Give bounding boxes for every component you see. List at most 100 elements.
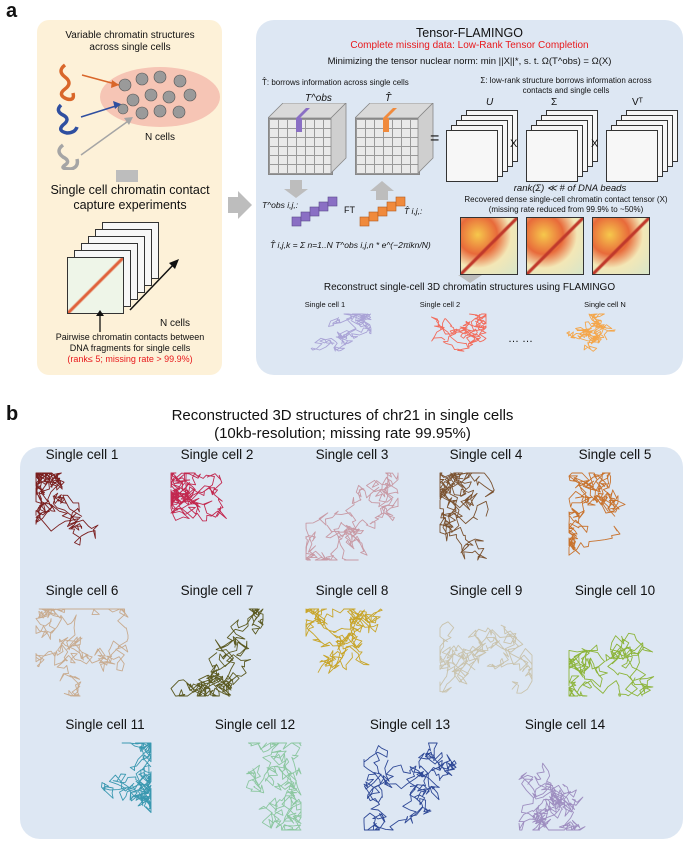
sigma-borrow-line1: Σ: low-rank structure borrows informatio… xyxy=(480,76,652,85)
single-cell-label-7: Single cell 7 xyxy=(180,583,254,598)
up-arrow-shaft xyxy=(376,191,388,200)
panel-connector-shaft xyxy=(228,197,238,213)
single-cell-label-9: Single cell 9 xyxy=(449,583,523,598)
t-hat-fiber xyxy=(383,118,389,132)
sigma-label: Σ xyxy=(551,97,558,108)
rank-condition: rank(Σ) ≪ # of DNA beads xyxy=(513,183,627,194)
single-cell-structure-13 xyxy=(363,742,457,831)
single-cell-label-2: Single cell 2 xyxy=(180,447,254,462)
chromatin-structures-illustration xyxy=(56,63,220,170)
chromatin-trace xyxy=(101,742,152,814)
single-cell-label-6: Single cell 6 xyxy=(45,583,119,598)
chromatin-orange xyxy=(59,63,76,102)
variable-title-line2: across single cells xyxy=(89,42,171,53)
single-cell-label-13: Single cell 13 xyxy=(369,717,451,732)
down-arrow-head xyxy=(284,189,308,198)
sigma-borrow-line2: contacts and single cells xyxy=(522,86,610,95)
experiment-line1: Single cell chromatin contact xyxy=(50,183,210,197)
recovered-map-3 xyxy=(592,217,650,275)
single-cell-structure-5 xyxy=(568,472,626,556)
recon-label-2: Single cell 2 xyxy=(419,300,461,309)
panel-b-title-line1: Reconstructed 3D structures of chr21 in … xyxy=(171,407,514,424)
fourier-formula: T̂ i,j,k = Σ n=1..N T^obs i,j,n * e^(−2π… xyxy=(270,240,431,250)
recon-structure-1 xyxy=(310,313,372,352)
single-cell-label-4: Single cell 4 xyxy=(449,447,523,462)
t-obs-cube-top xyxy=(268,103,347,174)
chromatin-trace xyxy=(439,472,495,561)
tensor-subtitle: Complete missing data: Low-Rank Tensor C… xyxy=(350,40,589,51)
chromatin-trace xyxy=(35,608,129,697)
stack-n-cells-label: N cells xyxy=(160,318,191,329)
reconstruct-arrow xyxy=(458,275,482,283)
times-2: X xyxy=(591,138,599,150)
single-cell-label-14: Single cell 14 xyxy=(524,717,606,732)
chromatin-trace xyxy=(439,621,533,694)
reconstruct-title: Reconstruct single-cell 3D chromatin str… xyxy=(323,282,616,293)
single-cell-label-1: Single cell 1 xyxy=(45,447,119,462)
t-obs-fiber xyxy=(296,118,302,132)
chromatin-trace xyxy=(566,313,616,352)
single-cell-structure-11 xyxy=(101,742,152,814)
single-cell-structure-9 xyxy=(439,621,533,694)
contact-map-stack xyxy=(62,222,192,332)
recon-label-n: Single cell N xyxy=(584,300,626,309)
recovered-line2: (missing rate reduced from 99.9% to ~50%… xyxy=(488,205,644,214)
minimize-equation: Minimizing the tensor nuclear norm: min … xyxy=(327,56,612,67)
sigma-matrix-stack xyxy=(526,110,601,182)
variable-title-line1: Variable chromatin structures xyxy=(65,30,195,41)
chromatin-trace xyxy=(430,313,487,352)
pairwise-line1: Pairwise chromatin contacts between xyxy=(55,332,205,342)
chromatin-trace xyxy=(518,762,586,831)
tensor-flamingo-panel xyxy=(256,20,683,375)
recon-structure-2 xyxy=(430,313,487,352)
vt-label: Vᵀ xyxy=(632,97,643,108)
arrow-gray xyxy=(80,118,132,156)
chromatin-trace xyxy=(305,472,399,561)
cell-nuclei xyxy=(117,70,197,120)
single-cell-label-8: Single cell 8 xyxy=(315,583,389,598)
t-obs-fiber-cubes xyxy=(291,196,338,227)
pairwise-text: Pairwise chromatin contacts between DNA … xyxy=(40,332,220,365)
variable-structures-title: Variable chromatin structures across sin… xyxy=(45,30,215,54)
t-obs-label: T^obs xyxy=(305,93,332,104)
n-cells-label: N cells xyxy=(145,132,176,143)
single-cell-structure-8 xyxy=(305,608,383,674)
chromatin-gray xyxy=(57,143,80,170)
t-hat-borrow-text: T̂: borrows information across single ce… xyxy=(262,78,409,87)
experiment-text: Single cell chromatin contact capture ex… xyxy=(40,183,220,213)
chromatin-trace xyxy=(568,632,655,697)
single-cell-structure-7 xyxy=(170,608,264,697)
down-arrow-shaft xyxy=(290,180,302,189)
recon-structure-n xyxy=(566,313,616,352)
recon-ellipsis: … … xyxy=(508,333,534,345)
panel-a-letter: a xyxy=(6,0,18,22)
recovered-map-2 xyxy=(526,217,584,275)
chromatin-blue xyxy=(56,103,79,135)
equals-sign: = xyxy=(430,130,440,147)
single-cell-label-10: Single cell 10 xyxy=(574,583,656,598)
single-cell-structure-12 xyxy=(245,742,302,831)
recovered-map-1 xyxy=(460,217,518,275)
u-label: U xyxy=(486,97,494,108)
single-cell-label-11: Single cell 11 xyxy=(65,717,145,732)
experiment-line2: capture experiments xyxy=(73,198,187,212)
single-cell-structure-1 xyxy=(35,472,99,546)
panel-b-title: Reconstructed 3D structures of chr21 in … xyxy=(0,407,685,443)
single-cell-structure-10 xyxy=(568,632,655,697)
chromatin-trace xyxy=(568,472,626,556)
recovered-text: Recovered dense single-cell chromatin co… xyxy=(450,195,682,215)
pairwise-up-arrow xyxy=(96,310,104,332)
pairwise-line3: (rank≤ 5; missing rate > 99.9%) xyxy=(67,354,193,364)
times-1: X xyxy=(510,138,518,150)
t-hat-ij-label: T̂ i,j,: xyxy=(404,206,423,216)
t-obs-ij-label: T^obs i,j,: xyxy=(262,200,299,210)
u-matrix-stack xyxy=(446,110,526,182)
t-hat-label: T̂ xyxy=(385,93,392,104)
vt-matrix-stack xyxy=(606,110,681,182)
sigma-borrow-text: Σ: low-rank structure borrows informatio… xyxy=(452,76,680,96)
ft-label: FT xyxy=(344,205,355,215)
chromatin-trace xyxy=(170,472,227,522)
pairwise-line2: DNA fragments for single cells xyxy=(69,343,191,353)
single-cell-structure-3 xyxy=(305,472,399,561)
t-hat-fiber-cubes xyxy=(359,196,406,227)
